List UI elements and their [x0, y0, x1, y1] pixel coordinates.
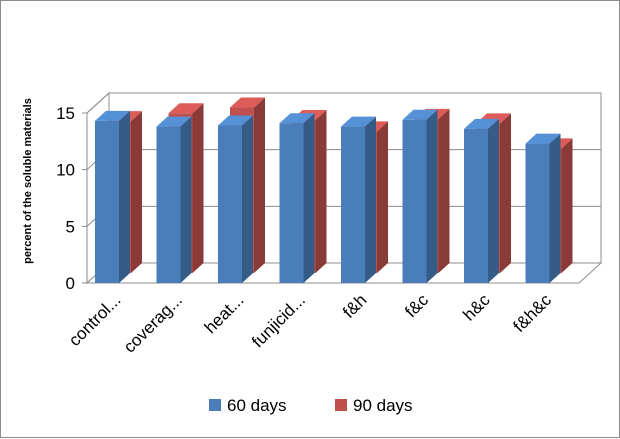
bar-60-days — [525, 133, 561, 283]
bar-side — [119, 110, 130, 283]
y-tick-label: 10 — [56, 161, 75, 180]
bar-side — [180, 116, 192, 283]
bar-side — [131, 111, 142, 273]
legend-swatch — [209, 399, 221, 411]
bar-side — [561, 138, 573, 273]
bar-side — [315, 110, 327, 273]
bar-side — [303, 113, 315, 283]
bar-front — [464, 128, 488, 283]
x-tick-label: heat... — [201, 290, 248, 337]
x-tick-label: f&c — [401, 290, 432, 321]
bar-front — [218, 125, 242, 283]
bar-60-days — [156, 116, 192, 283]
legend-item: 60 days — [209, 396, 287, 415]
bar-top — [95, 110, 130, 121]
bar-side — [377, 121, 388, 273]
bar-60-days — [95, 110, 130, 283]
x-tick-label: f&h&c — [510, 290, 556, 336]
bar-top — [218, 115, 253, 126]
bar-top — [230, 97, 265, 108]
bars — [95, 97, 573, 283]
bar-side — [242, 115, 253, 283]
y-tick-label: 5 — [66, 217, 75, 236]
y-tick-label: 15 — [56, 104, 75, 123]
bar-side — [365, 116, 376, 283]
bar-top — [168, 103, 204, 114]
x-axis: control...coverag... heat... funjicid... f&… — [65, 290, 555, 357]
bar-front — [156, 126, 181, 283]
bar-side — [438, 108, 450, 273]
legend-label: 60 days — [227, 396, 287, 415]
gridline — [86, 92, 601, 114]
bar-front — [525, 143, 550, 283]
bar-top — [341, 116, 376, 127]
y-axis-title: percent of the soluble materials — [22, 98, 34, 264]
legend-item: 90 days — [335, 396, 413, 415]
x-tick-label: coverag... — [120, 290, 186, 356]
bar-front — [279, 123, 304, 283]
bar-front — [402, 119, 427, 283]
bar-side — [488, 118, 499, 283]
bar-60-days — [464, 118, 499, 283]
bar-60-days — [341, 116, 376, 283]
legend-label: 90 days — [353, 396, 413, 415]
bar-top — [279, 113, 315, 124]
bar-top — [156, 116, 192, 127]
y-tick-label: 0 — [66, 274, 75, 293]
legend-swatch — [335, 399, 347, 411]
bar-60-days — [279, 113, 315, 283]
bar-side — [192, 103, 204, 273]
bar-side — [426, 109, 438, 283]
bar-top — [464, 118, 499, 129]
bar-top — [525, 133, 561, 144]
bar-60-days — [402, 109, 438, 283]
x-tick-label: f&h — [339, 290, 370, 321]
bar-side — [549, 133, 561, 283]
x-tick-label: control... — [65, 290, 125, 350]
bar-side — [500, 113, 511, 274]
x-tick-label: h&c — [459, 290, 494, 325]
x-tick-label: funjicid... — [248, 290, 309, 351]
bar-front — [95, 120, 119, 283]
legend: 60 days 90 days — [209, 396, 413, 415]
bar-60-days — [218, 115, 253, 283]
y-axis: 0 5 10 15 — [56, 104, 88, 293]
bar-side — [254, 97, 265, 274]
bar-top — [402, 109, 438, 120]
bar-front — [341, 126, 365, 283]
